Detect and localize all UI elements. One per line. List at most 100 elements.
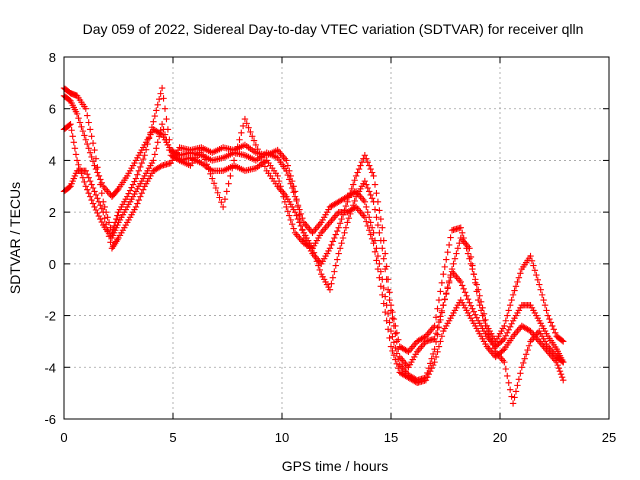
data-point-interp xyxy=(511,287,518,294)
data-point-interp xyxy=(460,285,467,293)
data-markers xyxy=(60,84,567,407)
data-point-interp xyxy=(480,317,488,324)
data-point-interp xyxy=(97,215,104,223)
data-point-interp xyxy=(288,177,296,185)
data-point-interp xyxy=(368,169,376,176)
data-point-interp xyxy=(199,151,207,159)
data-point-interp xyxy=(256,150,263,157)
data-point-interp xyxy=(203,161,210,168)
data-point-interp xyxy=(437,313,444,320)
data-point-interp xyxy=(94,164,101,171)
data-point-interp xyxy=(384,286,392,293)
data-point-interp xyxy=(366,188,373,195)
data-point-interp xyxy=(515,376,523,383)
data-point-interp xyxy=(443,256,450,263)
data-point-interp xyxy=(339,211,347,218)
data-point-interp xyxy=(88,133,95,140)
data-point-interp xyxy=(85,174,92,181)
data-point-interp xyxy=(552,329,559,337)
data-point-interp xyxy=(556,367,564,375)
data-point-interp xyxy=(441,295,448,303)
data-point xyxy=(230,157,238,164)
data-point-interp xyxy=(499,347,507,354)
data-point-interp xyxy=(131,178,138,185)
data-point-interp xyxy=(429,361,437,369)
data-point-interp xyxy=(558,358,566,365)
data-point-interp xyxy=(205,165,212,173)
data-point-interp xyxy=(81,178,88,186)
data-point-interp xyxy=(331,234,338,242)
data-point-interp xyxy=(79,174,87,181)
data-point-interp xyxy=(363,218,370,225)
data-point-interp xyxy=(377,283,385,290)
data-point-interp xyxy=(534,276,541,284)
data-point-interp xyxy=(533,271,540,279)
x-tick-label: 0 xyxy=(60,430,67,445)
y-tick-label: 6 xyxy=(49,102,56,117)
data-point-interp xyxy=(558,373,566,381)
data-point xyxy=(141,152,148,159)
data-point-interp xyxy=(358,158,366,166)
data-point xyxy=(536,281,543,288)
data-point-interp xyxy=(299,226,306,233)
data-point-interp xyxy=(163,115,170,123)
data-point-interp xyxy=(95,212,103,220)
data-point-interp xyxy=(157,90,164,97)
data-point-interp xyxy=(438,307,446,315)
data-point-interp xyxy=(374,265,382,273)
data-point-interp xyxy=(373,214,380,221)
data-point xyxy=(219,203,227,211)
data-point xyxy=(150,118,157,125)
data-point-interp xyxy=(550,326,557,333)
data-point-interp xyxy=(135,167,143,174)
data-point-interp xyxy=(383,317,390,324)
data-point-interp xyxy=(105,219,113,226)
data-point-interp xyxy=(504,372,511,380)
data-point-interp xyxy=(88,181,95,188)
data-point-interp xyxy=(392,330,399,337)
data-point-interp xyxy=(128,184,135,191)
data-point-interp xyxy=(148,124,156,131)
data-point xyxy=(422,377,430,384)
data-point-interp xyxy=(342,224,350,231)
data-point-interp xyxy=(126,187,134,194)
data-point-interp xyxy=(345,194,353,201)
data-point xyxy=(91,203,98,211)
data-point xyxy=(387,343,395,350)
data-point xyxy=(326,286,334,293)
data-point-interp xyxy=(508,296,515,304)
x-tick-label: 20 xyxy=(493,430,507,445)
data-point xyxy=(82,105,89,112)
data-point-interp xyxy=(389,347,396,355)
data-point xyxy=(344,198,351,205)
data-point-interp xyxy=(528,257,536,265)
data-point-interp xyxy=(376,229,383,237)
data-point-interp xyxy=(374,221,382,229)
data-point-interp xyxy=(138,159,145,167)
data-point xyxy=(501,322,508,330)
data-point-interp xyxy=(227,172,234,180)
data-point-interp xyxy=(428,364,435,372)
data-point xyxy=(466,299,473,306)
data-point-interp xyxy=(514,382,521,389)
data-point-interp xyxy=(89,139,97,147)
axis-ticks: 0 5 10 15 20 25 -6 -4 -2 0 2 4 6 8 xyxy=(44,50,616,445)
data-point-interp xyxy=(259,158,267,166)
data-point-interp xyxy=(512,283,520,290)
data-point-interp xyxy=(290,183,297,190)
data-point-interp xyxy=(538,291,546,299)
data-point-interp xyxy=(86,149,94,156)
y-tick-label: 8 xyxy=(49,50,56,65)
data-point-interp xyxy=(351,197,358,205)
data-point-interp xyxy=(525,342,533,349)
y-axis-label: SDTVAR / TECUs xyxy=(7,182,23,294)
data-point-interp xyxy=(524,346,531,354)
data-point-interp xyxy=(472,311,479,318)
data-point-interp xyxy=(376,207,383,214)
y-tick-label: 4 xyxy=(49,153,56,168)
data-point-interp xyxy=(393,338,401,345)
data-point-interp xyxy=(512,388,520,395)
data-point-interp xyxy=(332,231,339,238)
data-point-interp xyxy=(329,274,337,281)
data-point-interp xyxy=(354,169,361,176)
